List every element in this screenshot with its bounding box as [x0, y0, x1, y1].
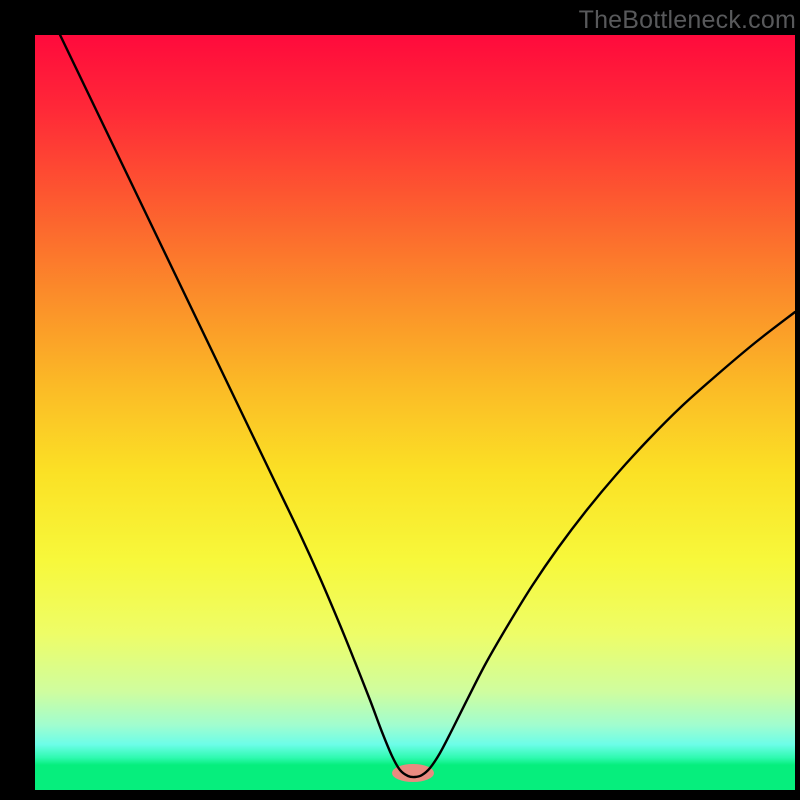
bottleneck-curve — [50, 14, 795, 777]
watermark-text: TheBottleneck.com — [579, 6, 796, 35]
curve-layer — [0, 0, 800, 800]
